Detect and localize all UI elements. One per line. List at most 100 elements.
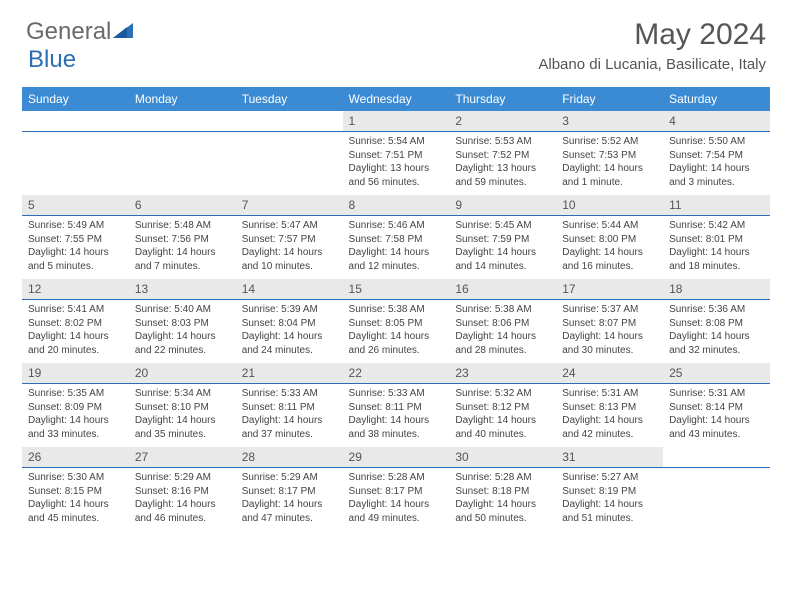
day-content-cell (22, 132, 129, 196)
logo: General (26, 18, 137, 46)
weekday-header: Thursday (449, 87, 556, 111)
sunset-text: Sunset: 7:52 PM (455, 149, 550, 163)
day-content-cell: Sunrise: 5:40 AMSunset: 8:03 PMDaylight:… (129, 300, 236, 364)
day-content-cell: Sunrise: 5:42 AMSunset: 8:01 PMDaylight:… (663, 216, 770, 280)
logo-text-1: General (26, 18, 111, 46)
day-content-cell: Sunrise: 5:28 AMSunset: 8:17 PMDaylight:… (343, 468, 450, 532)
day-content-cell: Sunrise: 5:54 AMSunset: 7:51 PMDaylight:… (343, 132, 450, 196)
sunset-text: Sunset: 7:54 PM (669, 149, 764, 163)
daylight-text: Daylight: 14 hours and 35 minutes. (135, 414, 230, 441)
day-number-cell: 25 (663, 363, 770, 384)
sunrise-text: Sunrise: 5:53 AM (455, 135, 550, 149)
sunset-text: Sunset: 8:07 PM (562, 317, 657, 331)
day-number-cell: 14 (236, 279, 343, 300)
sunset-text: Sunset: 7:58 PM (349, 233, 444, 247)
sunrise-text: Sunrise: 5:38 AM (455, 303, 550, 317)
day-content-cell: Sunrise: 5:30 AMSunset: 8:15 PMDaylight:… (22, 468, 129, 532)
day-content-cell: Sunrise: 5:37 AMSunset: 8:07 PMDaylight:… (556, 300, 663, 364)
day-content-cell: Sunrise: 5:44 AMSunset: 8:00 PMDaylight:… (556, 216, 663, 280)
sunset-text: Sunset: 7:57 PM (242, 233, 337, 247)
sunset-text: Sunset: 8:11 PM (349, 401, 444, 415)
day-number-cell: 16 (449, 279, 556, 300)
weekday-header: Saturday (663, 87, 770, 111)
daylight-text: Daylight: 14 hours and 12 minutes. (349, 246, 444, 273)
day-content-cell: Sunrise: 5:53 AMSunset: 7:52 PMDaylight:… (449, 132, 556, 196)
day-content-cell: Sunrise: 5:48 AMSunset: 7:56 PMDaylight:… (129, 216, 236, 280)
sunset-text: Sunset: 8:12 PM (455, 401, 550, 415)
daylight-text: Daylight: 14 hours and 49 minutes. (349, 498, 444, 525)
day-content-cell: Sunrise: 5:47 AMSunset: 7:57 PMDaylight:… (236, 216, 343, 280)
day-number-cell: 15 (343, 279, 450, 300)
day-number-cell: 12 (22, 279, 129, 300)
daylight-text: Daylight: 14 hours and 40 minutes. (455, 414, 550, 441)
daylight-text: Daylight: 14 hours and 30 minutes. (562, 330, 657, 357)
day-number-cell: 23 (449, 363, 556, 384)
daylight-text: Daylight: 14 hours and 26 minutes. (349, 330, 444, 357)
day-number-cell: 20 (129, 363, 236, 384)
daylight-text: Daylight: 14 hours and 47 minutes. (242, 498, 337, 525)
daylight-text: Daylight: 14 hours and 1 minute. (562, 162, 657, 189)
day-content-cell: Sunrise: 5:32 AMSunset: 8:12 PMDaylight:… (449, 384, 556, 448)
day-content-cell: Sunrise: 5:36 AMSunset: 8:08 PMDaylight:… (663, 300, 770, 364)
daylight-text: Daylight: 14 hours and 33 minutes. (28, 414, 123, 441)
sunset-text: Sunset: 8:15 PM (28, 485, 123, 499)
sunrise-text: Sunrise: 5:44 AM (562, 219, 657, 233)
day-number-cell: 1 (343, 111, 450, 132)
sunset-text: Sunset: 8:17 PM (349, 485, 444, 499)
day-number-cell: 17 (556, 279, 663, 300)
day-number-cell: 10 (556, 195, 663, 216)
day-content-cell: Sunrise: 5:29 AMSunset: 8:17 PMDaylight:… (236, 468, 343, 532)
title-block: May 2024 Albano di Lucania, Basilicate, … (538, 18, 766, 73)
day-number-cell: 2 (449, 111, 556, 132)
sunset-text: Sunset: 8:17 PM (242, 485, 337, 499)
daylight-text: Daylight: 14 hours and 3 minutes. (669, 162, 764, 189)
logo-triangle-icon (113, 18, 135, 46)
daylight-text: Daylight: 14 hours and 20 minutes. (28, 330, 123, 357)
sunset-text: Sunset: 8:13 PM (562, 401, 657, 415)
day-number-cell (129, 111, 236, 132)
sunrise-text: Sunrise: 5:41 AM (28, 303, 123, 317)
day-content-cell: Sunrise: 5:28 AMSunset: 8:18 PMDaylight:… (449, 468, 556, 532)
sunrise-text: Sunrise: 5:30 AM (28, 471, 123, 485)
daylight-text: Daylight: 14 hours and 32 minutes. (669, 330, 764, 357)
day-content-cell: Sunrise: 5:39 AMSunset: 8:04 PMDaylight:… (236, 300, 343, 364)
day-number-cell (236, 111, 343, 132)
sunset-text: Sunset: 8:03 PM (135, 317, 230, 331)
daylight-text: Daylight: 14 hours and 24 minutes. (242, 330, 337, 357)
sunrise-text: Sunrise: 5:33 AM (242, 387, 337, 401)
daylight-text: Daylight: 14 hours and 38 minutes. (349, 414, 444, 441)
day-number-cell: 26 (22, 447, 129, 468)
daylight-text: Daylight: 14 hours and 14 minutes. (455, 246, 550, 273)
sunrise-text: Sunrise: 5:34 AM (135, 387, 230, 401)
day-number-cell (663, 447, 770, 468)
sunset-text: Sunset: 7:55 PM (28, 233, 123, 247)
day-number-cell: 27 (129, 447, 236, 468)
daylight-text: Daylight: 14 hours and 22 minutes. (135, 330, 230, 357)
day-number-cell: 4 (663, 111, 770, 132)
sunrise-text: Sunrise: 5:39 AM (242, 303, 337, 317)
day-number-cell: 13 (129, 279, 236, 300)
day-number-cell: 24 (556, 363, 663, 384)
day-content-cell: Sunrise: 5:31 AMSunset: 8:13 PMDaylight:… (556, 384, 663, 448)
sunrise-text: Sunrise: 5:52 AM (562, 135, 657, 149)
sunrise-text: Sunrise: 5:36 AM (669, 303, 764, 317)
day-content-cell (663, 468, 770, 532)
sunset-text: Sunset: 8:14 PM (669, 401, 764, 415)
sunset-text: Sunset: 8:09 PM (28, 401, 123, 415)
daylight-text: Daylight: 14 hours and 28 minutes. (455, 330, 550, 357)
day-number-cell: 29 (343, 447, 450, 468)
day-number-cell: 9 (449, 195, 556, 216)
sunrise-text: Sunrise: 5:32 AM (455, 387, 550, 401)
day-number-cell: 6 (129, 195, 236, 216)
day-content-cell: Sunrise: 5:38 AMSunset: 8:05 PMDaylight:… (343, 300, 450, 364)
day-number-cell: 28 (236, 447, 343, 468)
sunset-text: Sunset: 7:56 PM (135, 233, 230, 247)
sunset-text: Sunset: 7:51 PM (349, 149, 444, 163)
daylight-text: Daylight: 14 hours and 37 minutes. (242, 414, 337, 441)
daylight-text: Daylight: 14 hours and 16 minutes. (562, 246, 657, 273)
day-content-cell: Sunrise: 5:29 AMSunset: 8:16 PMDaylight:… (129, 468, 236, 532)
month-title: May 2024 (538, 18, 766, 52)
daylight-text: Daylight: 14 hours and 51 minutes. (562, 498, 657, 525)
sunset-text: Sunset: 8:11 PM (242, 401, 337, 415)
daylight-text: Daylight: 14 hours and 46 minutes. (135, 498, 230, 525)
